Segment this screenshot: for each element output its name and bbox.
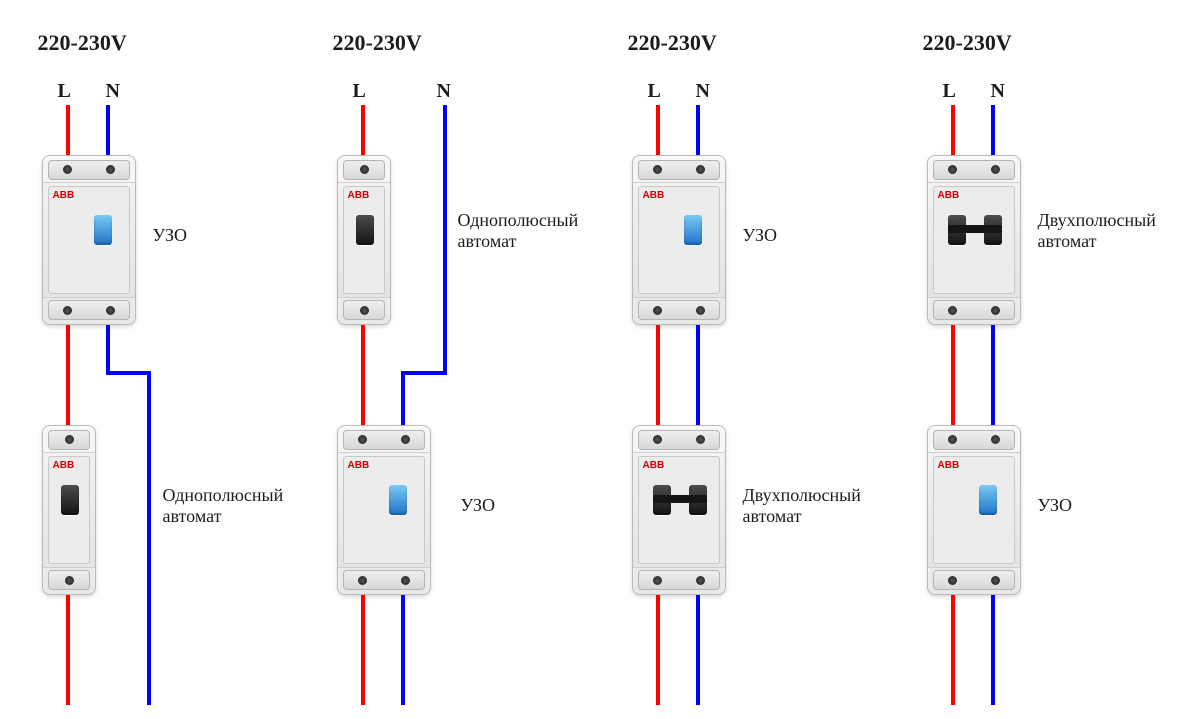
terminal-N: N [106,80,120,103]
wire-live [66,595,70,705]
uzo-toggle [684,215,702,245]
device-label-mcb: Двухполюсный автомат [743,485,861,526]
wire-live [656,325,660,425]
scheme-2: 220-230V L N ABB Однополюсный автомат [313,25,593,705]
scheme-1: 220-230V L N ABB УЗО ABB [18,25,298,705]
terminal-N: N [437,80,451,103]
brand-label: ABB [643,190,665,201]
device-uzo: ABB [927,425,1021,595]
scheme-3: 220-230V L N ABB УЗО ABB [608,25,888,705]
wire-neutral [696,105,700,155]
terminal-L: L [353,80,366,103]
wire-neutral [106,371,151,375]
voltage-label: 220-230V [628,30,717,56]
wire-neutral [443,105,447,375]
device-label-uzo: УЗО [743,225,778,246]
device-uzo: ABB [632,155,726,325]
wire-live [361,105,365,155]
mcb-toggle [356,215,374,245]
device-label-mcb: Двухполюсный автомат [1038,210,1156,251]
brand-label: ABB [348,190,370,201]
wire-live [66,325,70,425]
device-label-mcb: Однополюсный автомат [458,210,579,251]
device-mcb-2p: ABB [927,155,1021,325]
device-uzo: ABB [42,155,136,325]
device-label-mcb: Однополюсный автомат [163,485,284,526]
device-uzo: ABB [337,425,431,595]
terminal-L: L [648,80,661,103]
device-mcb-1p: ABB [42,425,96,595]
wire-neutral [991,595,995,705]
brand-label: ABB [348,460,370,471]
brand-label: ABB [938,190,960,201]
wire-live [951,325,955,425]
wire-neutral [991,105,995,155]
wire-neutral [991,325,995,425]
brand-label: ABB [53,460,75,471]
wire-neutral [106,325,110,375]
wire-live [951,595,955,705]
device-label-uzo: УЗО [153,225,188,246]
wire-neutral [696,325,700,425]
terminal-N: N [991,80,1005,103]
device-mcb-1p: ABB [337,155,391,325]
brand-label: ABB [643,460,665,471]
wire-live [361,595,365,705]
wire-live [656,105,660,155]
terminal-L: L [943,80,956,103]
brand-label: ABB [53,190,75,201]
uzo-toggle [979,485,997,515]
voltage-label: 220-230V [333,30,422,56]
wire-neutral [106,105,110,155]
wire-live [951,105,955,155]
terminal-L: L [58,80,71,103]
wire-live [656,595,660,705]
device-label-uzo: УЗО [1038,495,1073,516]
device-mcb-2p: ABB [632,425,726,595]
device-label-uzo: УЗО [461,495,496,516]
voltage-label: 220-230V [38,30,127,56]
wire-neutral [401,595,405,705]
wire-neutral [696,595,700,705]
wire-live [361,325,365,425]
wire-live [66,105,70,155]
terminal-N: N [696,80,710,103]
uzo-toggle [94,215,112,245]
voltage-label: 220-230V [923,30,1012,56]
brand-label: ABB [938,460,960,471]
wire-neutral [401,371,447,375]
wire-neutral [147,371,151,705]
mcb-toggle [61,485,79,515]
wire-neutral [401,371,405,425]
scheme-4: 220-230V L N ABB Двухполюсный автомат [903,25,1183,705]
uzo-toggle [389,485,407,515]
